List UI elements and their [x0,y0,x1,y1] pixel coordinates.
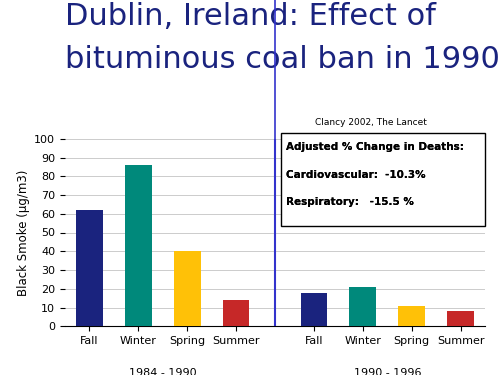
Text: 1990 - 1996: 1990 - 1996 [354,368,421,375]
Bar [300,292,328,326]
Bar [125,165,152,326]
Text: 1984 - 1990: 1984 - 1990 [129,368,196,375]
Text: Cardiovascular:  -10.3%: Cardiovascular: -10.3% [286,170,425,180]
Text: Respiratory:   -15.5 %: Respiratory: -15.5 % [286,197,414,207]
Text: Adjusted % Change in Deaths:: Adjusted % Change in Deaths: [286,142,464,153]
Y-axis label: Black Smoke (µg/m3): Black Smoke (µg/m3) [17,170,30,296]
Bar [174,251,201,326]
FancyBboxPatch shape [282,133,485,226]
Bar [398,306,425,326]
Bar [350,287,376,326]
Text: Cardiovascular:  -10.3%: Cardiovascular: -10.3% [286,170,425,180]
Bar [447,311,474,326]
Text: Adjusted % Change in Deaths:: Adjusted % Change in Deaths: [286,142,464,153]
Text: bituminous coal ban in 1990: bituminous coal ban in 1990 [65,45,500,74]
Text: Respiratory:   -15.5 %: Respiratory: -15.5 % [286,197,414,207]
Bar [222,300,250,326]
Text: Clancy 2002, The Lancet: Clancy 2002, The Lancet [315,118,427,127]
Text: Dublin, Ireland: Effect of: Dublin, Ireland: Effect of [65,2,436,31]
Bar [76,210,103,326]
